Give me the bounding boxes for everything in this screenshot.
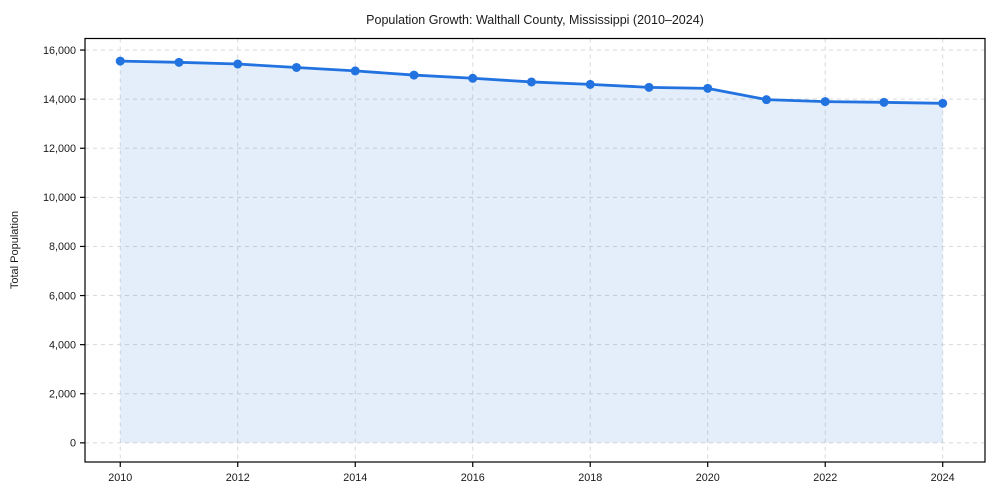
x-tick-label: 2018 [578,472,602,484]
x-tick-label: 2020 [696,472,720,484]
x-tick-label: 2010 [108,472,132,484]
y-tick-label: 6,000 [49,290,76,302]
y-tick-label: 8,000 [49,241,76,253]
data-point [526,77,536,87]
series-layer [115,56,948,443]
data-point [350,66,360,76]
data-point [820,97,830,107]
y-tick-label: 12,000 [43,143,76,155]
x-tick-label: 2012 [226,472,250,484]
y-tick-label: 4,000 [49,339,76,351]
data-point [585,79,595,89]
data-point [879,97,889,107]
x-tick-label: 2014 [343,472,367,484]
frame-layer [84,37,986,463]
area-fill [120,61,943,443]
x-tick-label: 2022 [813,472,837,484]
data-point [291,62,301,72]
data-point [468,73,478,83]
y-axis-label: Total Population [9,211,21,289]
y-tick-label: 10,000 [43,192,76,204]
tick-layer: 2010 2012 2014 2016 2018 2020 2022 2024 0 2,000 4,… [43,45,955,484]
chart-title: Population Growth: Walthall County, Miss… [366,13,704,27]
x-tick-label: 2016 [461,472,485,484]
plot-border [84,37,986,463]
data-point [174,57,184,67]
grid-layer [85,38,985,462]
y-tick-label: 14,000 [43,94,76,106]
x-tick-label: 2024 [931,472,955,484]
y-tick-label: 0 [70,438,76,450]
y-tick-label: 2,000 [49,389,76,401]
data-point [703,83,713,93]
data-point [761,95,771,105]
data-point [644,82,654,92]
data-point [233,59,243,69]
data-point [409,70,419,80]
data-point [115,56,125,66]
data-point [938,98,948,108]
y-tick-label: 16,000 [43,45,76,57]
